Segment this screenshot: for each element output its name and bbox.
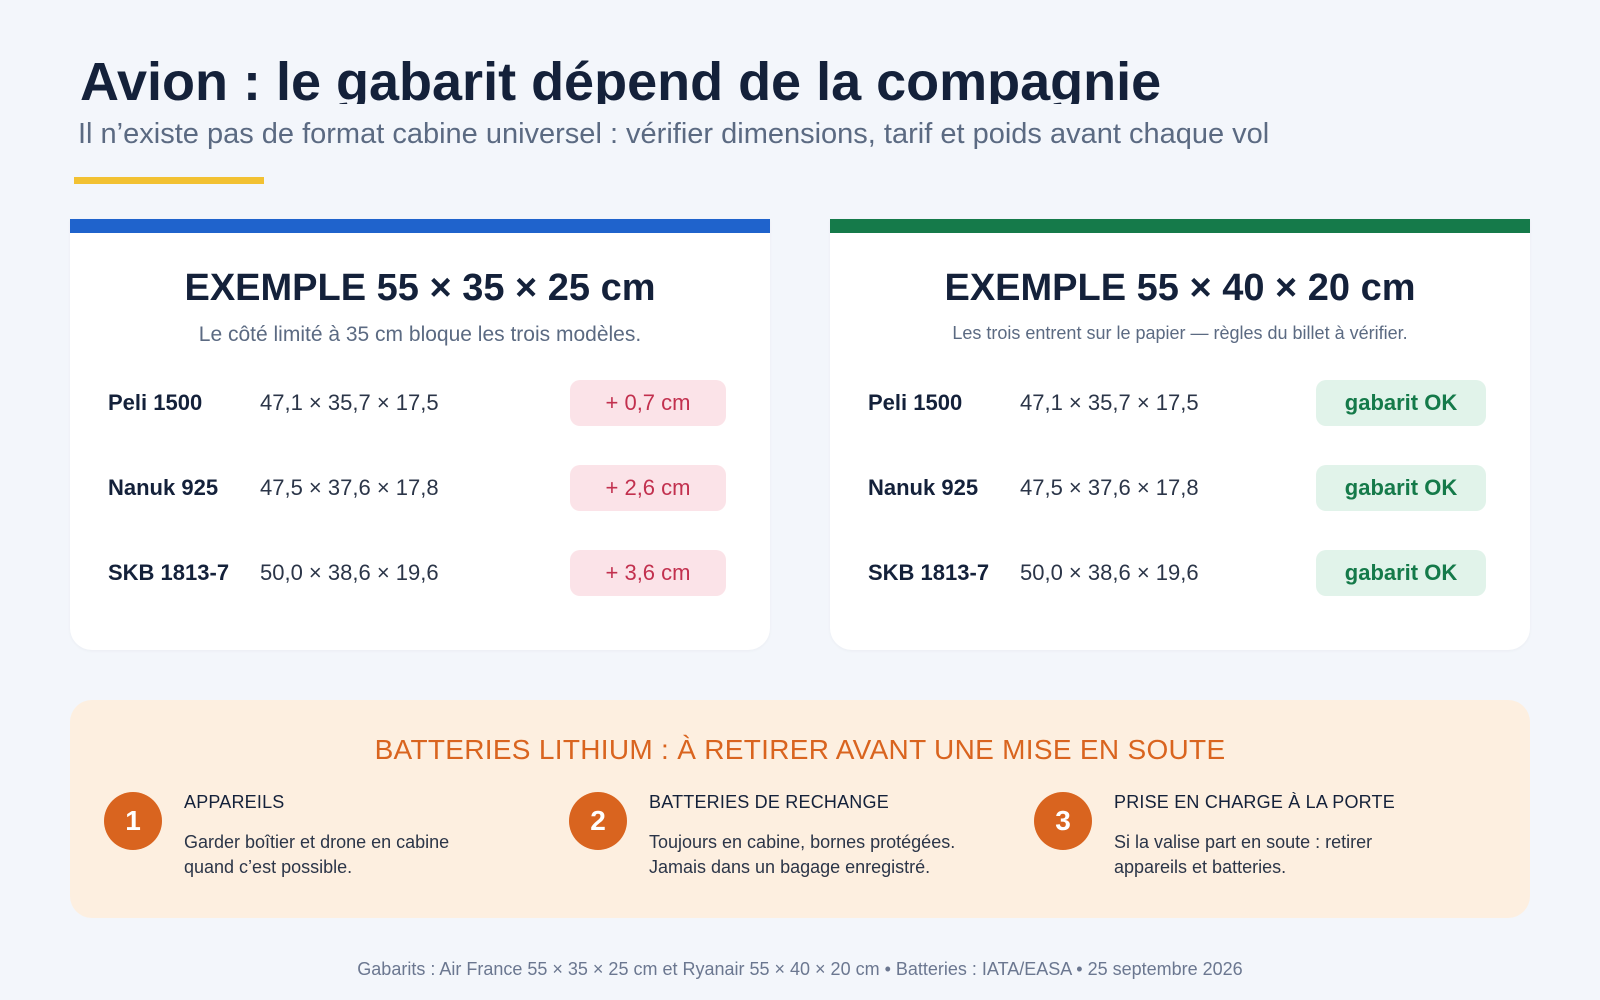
case-dimensions: 50,0 × 38,6 × 19,6 — [1020, 560, 1199, 585]
card-subtitle: Le côté limité à 35 cm bloque les trois … — [198, 323, 642, 346]
step-number-badge: 2 — [569, 792, 627, 850]
case-row: Peli 1500 47,1 × 35,7 × 17,5 gabarit OK — [868, 380, 1492, 426]
battery-step: 1 APPAREILS Garder boîtier et drone en c… — [70, 790, 510, 890]
ok-badge: gabarit OK — [1316, 380, 1486, 426]
overflow-badge: + 2,6 cm — [570, 465, 726, 511]
case-dimensions: 47,5 × 37,6 × 17,8 — [1020, 475, 1199, 500]
overflow-badge: + 3,6 cm — [570, 550, 726, 596]
ok-badge: gabarit OK — [1316, 550, 1486, 596]
case-name: Peli 1500 — [868, 390, 963, 415]
example-card-55x35x25: EXEMPLE 55 × 35 × 25 cm Le côté limité à… — [70, 219, 770, 650]
card-title: EXEMPLE 55 × 35 × 25 cm — [184, 267, 656, 309]
step-text-line: quand c’est possible. — [184, 857, 353, 877]
step-number-badge: 1 — [104, 792, 162, 850]
batteries-title: BATTERIES LITHIUM : À RETIRER AVANT UNE … — [374, 734, 1226, 765]
card-title: EXEMPLE 55 × 40 × 20 cm — [944, 267, 1416, 309]
card-subtitle: Les trois entrent sur le papier — règles… — [952, 323, 1408, 343]
case-name: SKB 1813-7 — [108, 560, 230, 585]
step-text-line: Si la valise part en soute : retirer — [1114, 832, 1373, 852]
step-number-badge: 3 — [1034, 792, 1092, 850]
step-title: APPAREILS — [184, 792, 285, 812]
step-text-line: appareils et batteries. — [1114, 857, 1287, 877]
battery-step: 3 PRISE EN CHARGE À LA PORTE Si la valis… — [1000, 790, 1440, 890]
step-text: Garder boîtier et drone en cabine quand … — [184, 830, 449, 880]
step-text: Si la valise part en soute : retirer app… — [1114, 830, 1372, 880]
step-text-line: Jamais dans un bagage enregistré. — [649, 857, 931, 877]
page-title: Avion : le gabarit dépend de la compagni… — [80, 52, 1162, 104]
case-row: SKB 1813-7 50,0 × 38,6 × 19,6 gabarit OK — [868, 550, 1492, 596]
example-card-55x40x20: EXEMPLE 55 × 40 × 20 cm Les trois entren… — [830, 219, 1530, 650]
case-dimensions: 47,1 × 35,7 × 17,5 — [260, 390, 439, 415]
title-underline — [74, 177, 264, 184]
case-row: Nanuk 925 47,5 × 37,6 × 17,8 gabarit OK — [868, 465, 1492, 511]
overflow-badge: + 0,7 cm — [570, 380, 726, 426]
card-accent-bar — [70, 219, 770, 233]
step-text: Toujours en cabine, bornes protégées. Ja… — [649, 830, 955, 880]
step-title: PRISE EN CHARGE À LA PORTE — [1114, 792, 1395, 812]
case-dimensions: 47,1 × 35,7 × 17,5 — [1020, 390, 1199, 415]
page-subtitle: Il n’existe pas de format cabine univers… — [78, 118, 1270, 150]
case-dimensions: 50,0 × 38,6 × 19,6 — [260, 560, 439, 585]
case-dimensions: 47,5 × 37,6 × 17,8 — [260, 475, 439, 500]
step-text-line: Garder boîtier et drone en cabine — [184, 832, 450, 852]
case-row: Nanuk 925 47,5 × 37,6 × 17,8 + 2,6 cm — [108, 465, 732, 511]
step-title: BATTERIES DE RECHANGE — [649, 792, 889, 812]
ok-badge: gabarit OK — [1316, 465, 1486, 511]
case-row: SKB 1813-7 50,0 × 38,6 × 19,6 + 3,6 cm — [108, 550, 732, 596]
case-row: Peli 1500 47,1 × 35,7 × 17,5 + 0,7 cm — [108, 380, 732, 426]
case-name: Nanuk 925 — [868, 475, 979, 500]
card-accent-bar — [830, 219, 1530, 233]
case-name: SKB 1813-7 — [868, 560, 990, 585]
step-text-line: Toujours en cabine, bornes protégées. — [649, 832, 956, 852]
case-name: Peli 1500 — [108, 390, 203, 415]
batteries-panel: BATTERIES LITHIUM : À RETIRER AVANT UNE … — [70, 700, 1530, 918]
case-name: Nanuk 925 — [108, 475, 219, 500]
battery-step: 2 BATTERIES DE RECHANGE Toujours en cabi… — [535, 790, 975, 890]
sources-footer: Gabarits : Air France 55 × 35 × 25 cm et… — [357, 959, 1243, 979]
